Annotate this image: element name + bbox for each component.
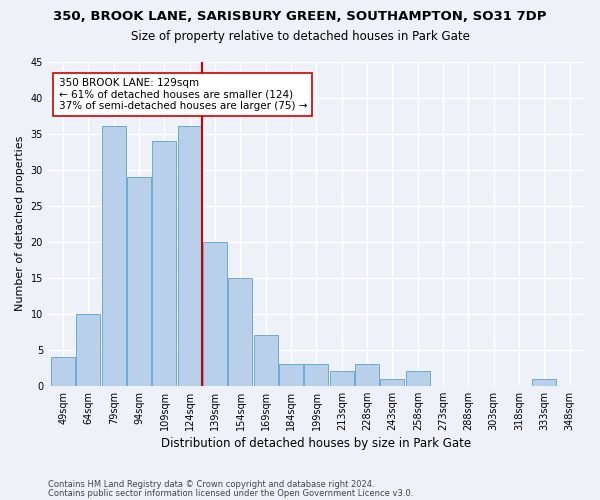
Bar <box>406 372 430 386</box>
Bar <box>102 126 126 386</box>
Text: Contains HM Land Registry data © Crown copyright and database right 2024.: Contains HM Land Registry data © Crown c… <box>48 480 374 489</box>
Bar <box>127 177 151 386</box>
Bar <box>532 378 556 386</box>
Bar <box>76 314 100 386</box>
Text: Size of property relative to detached houses in Park Gate: Size of property relative to detached ho… <box>131 30 469 43</box>
Bar <box>152 141 176 386</box>
Bar <box>279 364 303 386</box>
X-axis label: Distribution of detached houses by size in Park Gate: Distribution of detached houses by size … <box>161 437 472 450</box>
Bar <box>229 278 253 386</box>
Bar <box>178 126 202 386</box>
Y-axis label: Number of detached properties: Number of detached properties <box>15 136 25 312</box>
Bar <box>304 364 328 386</box>
Bar <box>380 378 404 386</box>
Text: 350 BROOK LANE: 129sqm
← 61% of detached houses are smaller (124)
37% of semi-de: 350 BROOK LANE: 129sqm ← 61% of detached… <box>59 78 307 111</box>
Bar <box>51 357 75 386</box>
Bar <box>254 336 278 386</box>
Text: 350, BROOK LANE, SARISBURY GREEN, SOUTHAMPTON, SO31 7DP: 350, BROOK LANE, SARISBURY GREEN, SOUTHA… <box>53 10 547 23</box>
Bar <box>330 372 354 386</box>
Text: Contains public sector information licensed under the Open Government Licence v3: Contains public sector information licen… <box>48 488 413 498</box>
Bar <box>203 242 227 386</box>
Bar <box>355 364 379 386</box>
